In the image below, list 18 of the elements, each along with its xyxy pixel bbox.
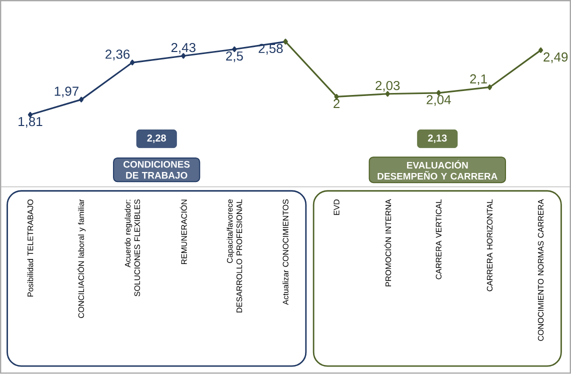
text: EVALUACIÓN DESEMPEÑO Y CARRERA bbox=[378, 160, 498, 180]
point bbox=[130, 60, 135, 66]
data-label: 2,49 bbox=[544, 52, 568, 64]
data-label: 1,97 bbox=[54, 86, 78, 98]
text: CONDICIONES DE TRABAJO bbox=[124, 161, 190, 179]
point bbox=[538, 48, 544, 54]
data-label: 2,04 bbox=[426, 95, 451, 106]
data-label: 2 bbox=[334, 99, 340, 108]
point bbox=[487, 84, 492, 90]
data-label: 1,81 bbox=[18, 117, 42, 128]
text: 2,13 bbox=[428, 134, 447, 144]
data-label: 2,1 bbox=[470, 74, 487, 86]
data-label: 2,5 bbox=[226, 52, 243, 62]
text: 2,28 bbox=[147, 134, 166, 144]
data-label: 2,36 bbox=[106, 50, 130, 60]
data-label: 2,43 bbox=[171, 43, 196, 54]
data-label: 2,03 bbox=[376, 81, 400, 92]
point bbox=[78, 96, 84, 103]
